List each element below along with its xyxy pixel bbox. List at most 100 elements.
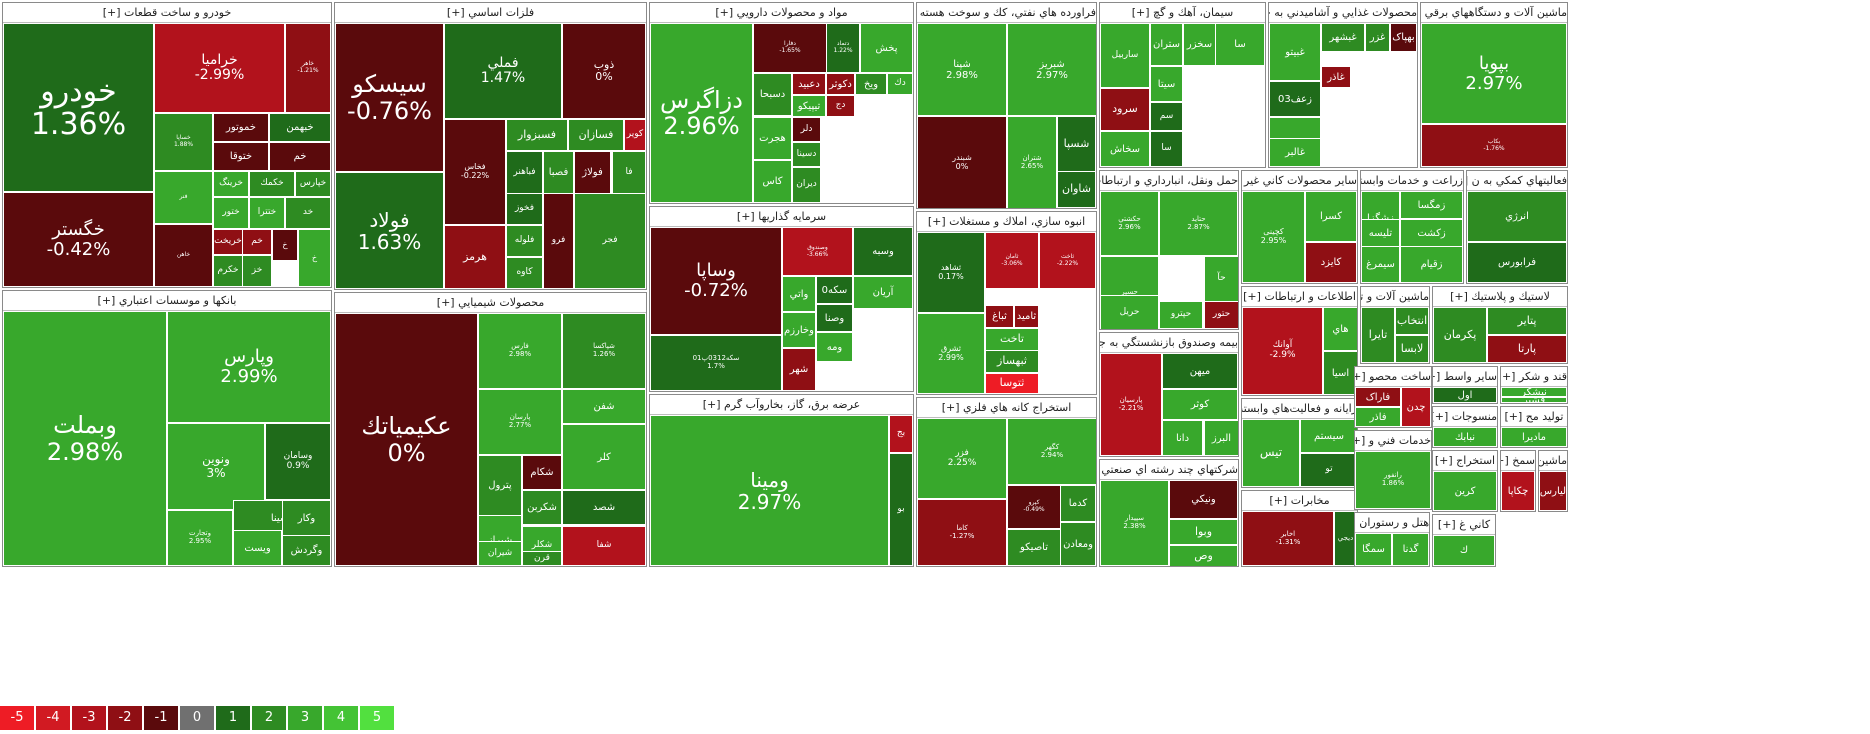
sector-title[interactable]: سمخ [+] [1501,451,1535,471]
stock-tile[interactable]: تاخت [985,328,1039,351]
stock-tile[interactable]: پخش [860,23,913,73]
sector-title[interactable]: مخابرات [+] [1242,491,1357,511]
stock-tile[interactable]: سمگا [1355,533,1392,566]
stock-tile[interactable]: بج [889,415,913,453]
stock-tile[interactable]: دك [887,73,913,95]
sector-title[interactable]: ماشين آلات و دستگاههاي برقي [+] [1421,3,1567,23]
stock-tile[interactable]: سيستم [1300,419,1357,453]
stock-tile[interactable]: هجرت [753,117,792,160]
sector-title[interactable]: كاني غ [+] [1433,515,1495,535]
stock-tile[interactable]: كدما [1060,485,1096,522]
sector-title[interactable]: مواد و محصولات دارويي [+] [650,3,913,23]
sector-title[interactable]: استخراج [+] [1433,451,1497,471]
sector-title[interactable]: سيمان، آهك و گچ [+] [1100,3,1265,23]
stock-tile[interactable]: اول [1433,387,1497,403]
sector-title[interactable]: فعاليتهاي كمكي به ن [+] [1467,171,1567,191]
stock-tile[interactable]: كايزد [1305,242,1357,283]
stock-tile[interactable]: وبوا [1169,519,1238,545]
sector-title[interactable]: انبوه سازي، املاك و مستغلات [+] [917,212,1096,232]
stock-tile[interactable]: خ [272,229,298,261]
stock-tile[interactable]: ومعادن [1060,522,1096,566]
stock-tile[interactable]: دفارا -1.65% [753,23,827,73]
sector-title[interactable]: خدمات فني و [+] [1355,431,1431,451]
stock-tile[interactable]: ثتوسا [985,373,1039,394]
stock-tile[interactable]: شپاكسا 1.26% [562,313,646,389]
stock-tile[interactable]: سخاش [1100,131,1150,167]
stock-tile[interactable]: حآ [1204,256,1238,302]
stock-tile[interactable]: فاذر [1355,407,1401,427]
sector-title[interactable]: توليد مح [+] [1501,407,1567,427]
stock-tile[interactable]: دسينا [792,142,821,167]
stock-tile[interactable]: خد [285,197,331,229]
stock-tile[interactable]: كپرو -0.49% [1007,485,1061,529]
stock-tile[interactable]: سم [1150,102,1183,131]
stock-tile[interactable]: وكار [282,500,331,536]
stock-tile[interactable]: پارسان 2.77% [478,389,562,455]
stock-tile[interactable]: ماديرا [1501,427,1567,447]
stock-tile[interactable]: كاما -1.27% [917,499,1007,566]
stock-tile[interactable]: ختور [213,197,249,229]
stock-tile[interactable]: كاوه [506,257,543,289]
stock-tile[interactable]: وتجارت 2.95% [167,510,233,566]
stock-tile[interactable]: پترول [478,455,522,516]
sector-title[interactable]: منسوجات [+] [1433,407,1497,427]
stock-tile[interactable]: ويخ [855,73,887,95]
sector-title[interactable]: هتل و رستوران [+] [1355,513,1429,533]
stock-tile[interactable]: زعف03 [1269,81,1321,117]
stock-tile[interactable]: فلوله [506,225,543,257]
stock-tile[interactable]: سا [1215,23,1265,66]
stock-tile[interactable]: خاهر -1.21% [285,23,331,113]
stock-tile[interactable]: شفا [562,526,646,566]
stock-tile[interactable]: پارتا [1487,335,1567,363]
stock-tile[interactable]: وگردش [282,535,331,566]
stock-tile[interactable]: وصنا [816,304,853,332]
stock-tile[interactable]: دكوثر [826,73,855,95]
stock-tile[interactable]: شاوان [1057,171,1096,208]
stock-tile[interactable]: تيپيكو [792,95,826,117]
sector-title[interactable]: ساير محصولات كاني غير [+] [1242,171,1357,191]
stock-tile[interactable]: كاس [753,160,792,203]
stock-tile[interactable]: خز [242,255,272,287]
stock-tile[interactable]: دج [826,95,855,117]
stock-tile[interactable]: دزاگرس 2.96% [650,23,753,203]
stock-tile[interactable]: بكاب -1.76% [1421,124,1567,167]
stock-tile[interactable]: خبهمن [269,113,331,142]
stock-tile[interactable]: ختترا [249,197,285,229]
stock-tile[interactable]: ثبهساز [985,350,1039,373]
stock-tile[interactable]: شسپا [1057,116,1096,172]
sector-title[interactable]: سرمايه گذاريها [+] [650,207,913,227]
stock-tile[interactable]: كگهر 2.94% [1007,418,1096,485]
stock-tile[interactable]: ديران [792,167,821,203]
stock-tile[interactable]: شپنا 2.98% [917,23,1007,116]
stock-tile[interactable]: كوير [624,119,646,151]
stock-tile[interactable]: البرز [1204,420,1238,456]
stock-tile[interactable]: زقيام [1400,246,1463,283]
stock-tile[interactable]: بهپاک [1390,23,1417,52]
stock-tile[interactable]: قرن [522,551,562,566]
sector-title[interactable]: فراورده هاي نفتي، كك و سوخت هسته اي [+] [917,3,1096,23]
sector-title[interactable]: رايانه و فعاليت‌هاي وابسته [+] [1242,399,1357,419]
stock-tile[interactable]: ثشرق 2.99% [917,313,985,394]
stock-tile[interactable]: انتخاب [1395,307,1429,335]
stock-tile[interactable]: واتي [782,276,816,312]
stock-tile[interactable]: فملي 1.47% [444,23,562,119]
stock-tile[interactable]: خگستر -0.42% [3,192,154,287]
stock-tile[interactable]: كلر [562,424,646,490]
stock-tile[interactable]: خ [298,229,331,287]
sector-title[interactable]: ساخت محصو [+] [1355,367,1431,387]
stock-tile[interactable]: آوانك -2.9% [1242,307,1323,395]
stock-tile[interactable]: تليسه [1361,219,1400,247]
stock-tile[interactable]: دعبيد [792,73,826,95]
stock-tile[interactable]: خكرم [213,255,243,287]
stock-tile[interactable]: ويست [233,530,282,566]
stock-tile[interactable]: سخزر [1183,23,1216,66]
stock-tile[interactable]: ومه [816,332,853,362]
stock-tile[interactable]: فاراک [1355,387,1401,407]
stock-tile[interactable]: شبندر 0% [917,116,1007,208]
stock-tile[interactable]: خكمك [249,171,295,197]
sector-title[interactable]: ماشين آلات و تجهيزات [+] [1361,287,1429,307]
stock-tile[interactable]: فرو [543,193,574,289]
stock-tile[interactable]: شبريز 2.97% [1007,23,1096,116]
stock-tile[interactable]: فخاس -0.22% [444,119,506,225]
stock-tile[interactable]: سيسكو -0.76% [335,23,444,172]
